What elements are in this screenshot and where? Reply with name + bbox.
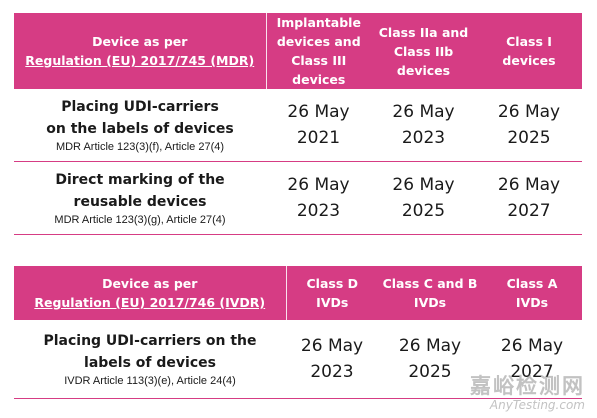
deadline-cell: 26 May 2027	[476, 161, 582, 235]
mdr-header-class2-line2: Class IIb	[393, 43, 454, 59]
deadline-year: 2023	[310, 362, 354, 382]
mdr-regulation-link[interactable]: Regulation (EU) 2017/745 (MDR)	[25, 53, 255, 68]
deadline-cell: 26 May 2027	[482, 320, 582, 399]
mdr-header-class1: Class I devices	[476, 13, 582, 89]
watermark-domain-text: AnyTesting.com	[489, 398, 585, 412]
mdr-header-class3-line1: Implantable	[276, 15, 361, 30]
mdr-row-labels-requirement: Placing UDI-carriers on the labels of de…	[14, 89, 266, 162]
ivdr-row-labels-requirement: Placing UDI-carriers on the labels of de…	[14, 320, 286, 399]
ivdr-header-class-d-line1: Class D	[306, 276, 358, 291]
ivdr-regulation-link[interactable]: Regulation (EU) 2017/746 (IVDR)	[34, 295, 266, 310]
ivdr-header-device: Device as per Regulation (EU) 2017/746 (…	[14, 266, 287, 320]
deadline-cell: 26 May 2023	[286, 320, 378, 399]
deadline-year: 2021	[296, 128, 341, 148]
ivdr-header-class-a-line2: IVDs	[515, 295, 549, 310]
deadline-cell: 26 May 2023	[266, 161, 371, 235]
ivdr-header-row: Device as per Regulation (EU) 2017/746 (…	[14, 266, 582, 320]
deadline-cell: 26 May 2023	[371, 89, 476, 162]
deadline-year: 2025	[408, 362, 452, 382]
ivdr-header-class-a-line1: Class A	[506, 276, 558, 291]
ivdr-deadlines-table: Device as per Regulation (EU) 2017/746 (…	[14, 266, 582, 399]
deadline-day: 26 May	[500, 336, 564, 356]
ivdr-row-labels: Placing UDI-carriers on the labels of de…	[14, 320, 582, 399]
mdr-header-class3: Implantable devices and Class III device…	[266, 13, 371, 89]
mdr-header-class2-line1: Class IIa and	[378, 24, 469, 40]
mdr-header-device: Device as per Regulation (EU) 2017/745 (…	[14, 13, 267, 89]
deadline-day: 26 May	[398, 336, 462, 356]
requirement-title-line1: Direct marking of the	[55, 172, 225, 188]
deadline-cell: 26 May 2025	[371, 161, 476, 235]
ivdr-header-class-a: Class A IVDs	[482, 266, 582, 320]
site-watermark: 嘉峪检测网 AnyTesting.com	[470, 374, 585, 412]
deadline-year: 2023	[401, 128, 446, 148]
mdr-header-class2: Class IIa and Class IIb devices	[371, 13, 476, 89]
watermark-chinese-text: 嘉峪检测网	[470, 374, 585, 398]
mdr-header-class1-line2: devices	[502, 53, 556, 68]
deadline-year: 2023	[296, 201, 341, 221]
deadline-year: 2027	[510, 362, 554, 382]
deadline-day: 26 May	[392, 102, 455, 122]
deadline-year: 2027	[507, 201, 551, 221]
requirement-title-line2: on the labels of devices	[46, 121, 234, 137]
ivdr-header-class-cb-line1: Class C and B	[382, 276, 478, 291]
deadline-day: 26 May	[497, 175, 561, 195]
article-reference: MDR Article 123(3)(f), Article 27(4)	[55, 141, 225, 153]
deadline-year: 2025	[507, 128, 551, 148]
article-reference: IVDR Article 113(3)(e), Article 24(4)	[64, 375, 236, 387]
mdr-header-class3-line2: devices and	[276, 34, 361, 49]
ivdr-header-device-line1: Device as per	[102, 276, 198, 291]
requirement-title-line2: labels of devices	[84, 355, 216, 371]
requirement-title-line1: Placing UDI-carriers	[61, 99, 219, 115]
mdr-row-labels: Placing UDI-carriers on the labels of de…	[14, 89, 582, 162]
ivdr-header-class-d: Class D IVDs	[286, 266, 378, 320]
deadline-day: 26 May	[497, 102, 561, 122]
mdr-row-direct-marking-requirement: Direct marking of the reusable devices M…	[14, 161, 266, 235]
mdr-deadlines-table: Device as per Regulation (EU) 2017/745 (…	[14, 13, 582, 235]
mdr-row-direct-marking: Direct marking of the reusable devices M…	[14, 161, 582, 235]
mdr-header-class1-line1: Class I	[506, 34, 552, 49]
ivdr-header-class-cb-line2: IVDs	[413, 295, 447, 310]
deadline-day: 26 May	[392, 175, 455, 195]
deadline-day: 26 May	[287, 102, 350, 122]
deadline-year: 2025	[401, 201, 446, 221]
requirement-title-line2: reusable devices	[73, 194, 207, 210]
deadline-cell: 26 May 2021	[266, 89, 371, 162]
ivdr-header-class-cb: Class C and B IVDs	[378, 266, 482, 320]
deadline-day: 26 May	[287, 175, 350, 195]
mdr-header-row: Device as per Regulation (EU) 2017/745 (…	[14, 13, 582, 89]
mdr-header-class3-line3: Class III devices	[291, 53, 347, 87]
deadline-cell: 26 May 2025	[378, 320, 482, 399]
mdr-header-class2-line3: devices	[396, 62, 451, 78]
article-reference: MDR Article 123(3)(g), Article 27(4)	[54, 214, 226, 226]
requirement-title-line1: Placing UDI-carriers on the	[43, 333, 257, 349]
deadline-cell: 26 May 2025	[476, 89, 582, 162]
ivdr-header-class-d-line2: IVDs	[316, 295, 349, 310]
mdr-header-device-line1: Device as per	[92, 34, 188, 49]
deadline-day: 26 May	[300, 336, 364, 356]
